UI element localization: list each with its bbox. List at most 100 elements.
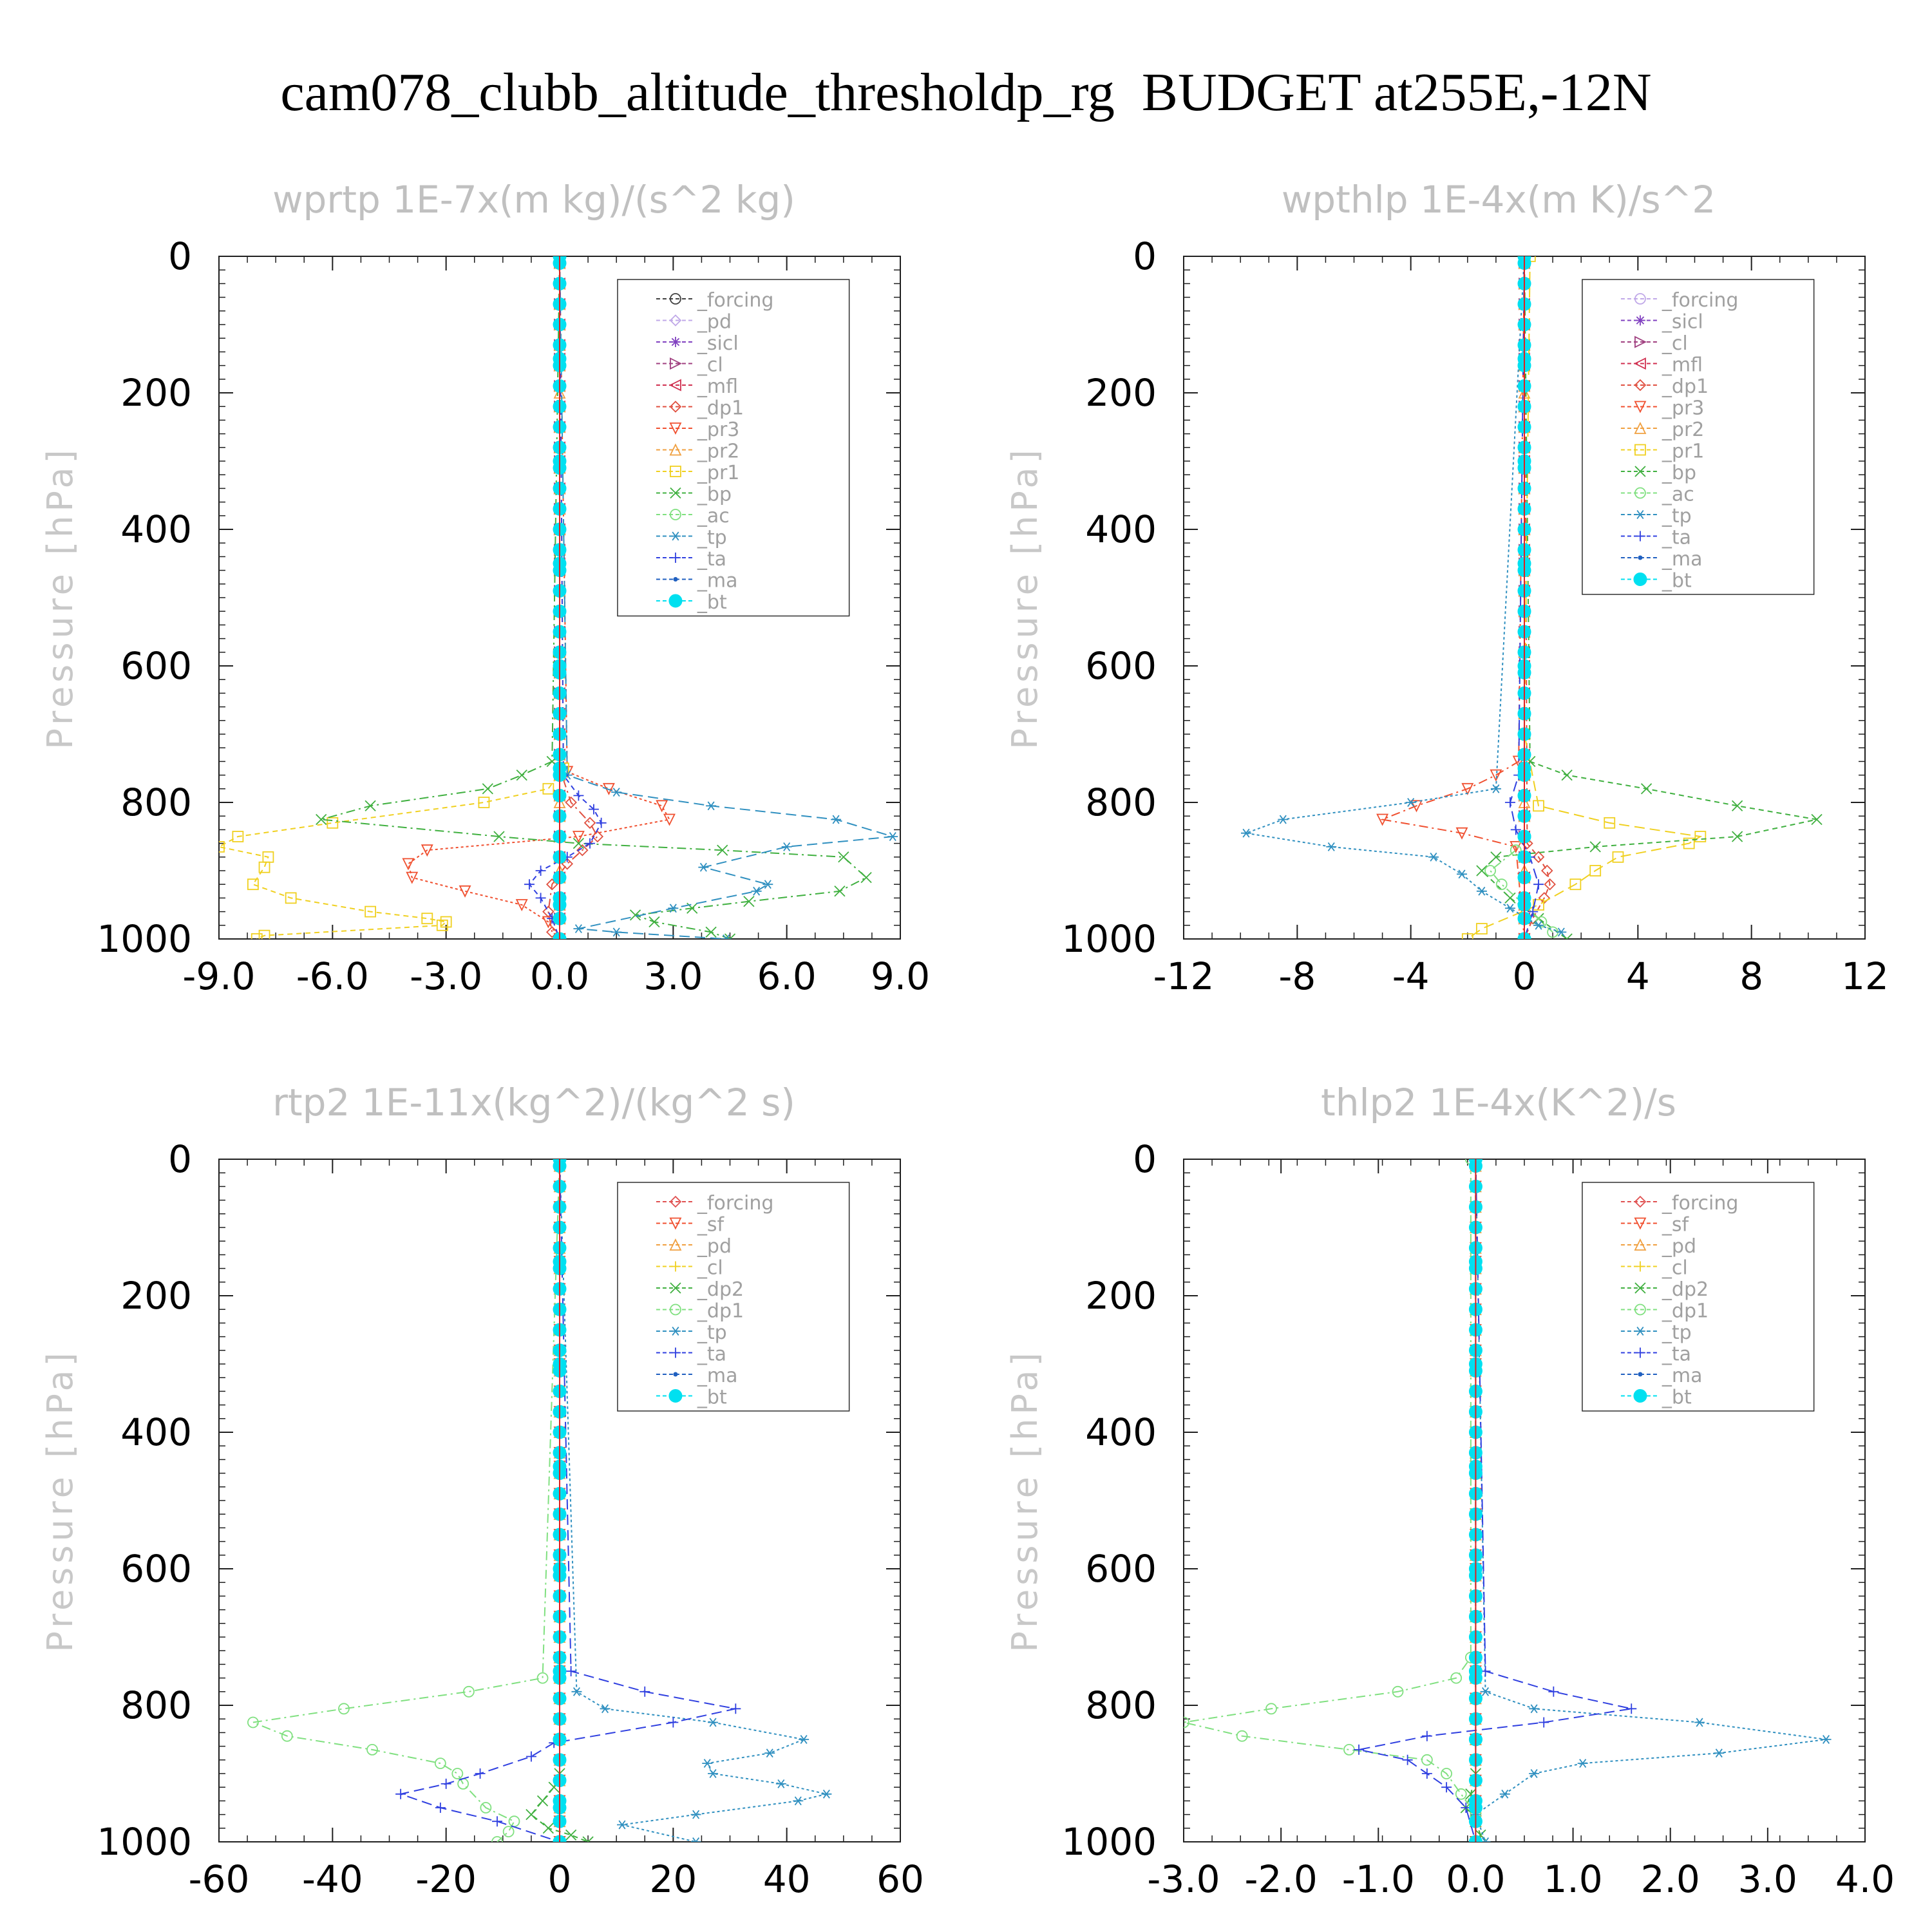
data-point-dp2 bbox=[582, 1836, 594, 1842]
data-point-tp bbox=[1480, 1687, 1491, 1696]
legend-marker bbox=[1634, 1238, 1647, 1251]
legend-marker bbox=[670, 553, 681, 563]
x-tick-label: 40 bbox=[763, 1857, 811, 1901]
y-tick-label: 1000 bbox=[97, 1820, 192, 1864]
series-group bbox=[219, 256, 898, 939]
data-point-ta bbox=[440, 1778, 451, 1789]
data-point-ta bbox=[1354, 1744, 1365, 1755]
data-point-pr3 bbox=[656, 800, 668, 813]
data-point-ac bbox=[1510, 844, 1522, 857]
legend-marker bbox=[1634, 401, 1647, 413]
data-point-ta bbox=[588, 804, 599, 815]
data-point-pr1 bbox=[1475, 923, 1488, 934]
legend-label: _bt bbox=[697, 591, 727, 614]
data-point-pr1 bbox=[232, 831, 244, 842]
legend-marker bbox=[670, 357, 682, 370]
legend-label: _tp bbox=[697, 527, 727, 549]
data-point-tp bbox=[1326, 842, 1337, 851]
legend-label: _pd bbox=[1662, 1235, 1696, 1258]
data-point-pr1 bbox=[251, 933, 263, 939]
legend-box bbox=[617, 279, 850, 617]
legend-marker bbox=[669, 1238, 682, 1251]
data-point-pr1 bbox=[1461, 933, 1473, 939]
data-point-dp1 bbox=[451, 1768, 464, 1779]
legend-marker bbox=[1634, 1282, 1646, 1294]
legend-marker bbox=[1634, 293, 1646, 305]
data-point-pr1 bbox=[1604, 817, 1616, 829]
data-point-bp bbox=[573, 837, 585, 849]
legend-label: _dp2 bbox=[1662, 1278, 1709, 1301]
legend-marker bbox=[1634, 466, 1646, 477]
data-point-dp1 bbox=[1450, 1672, 1463, 1684]
series-group bbox=[1184, 1159, 1832, 1842]
series-line-pr3 bbox=[1379, 256, 1525, 939]
data-point-dp1 bbox=[536, 1672, 549, 1684]
y-tick-label: 400 bbox=[120, 507, 192, 551]
legend-marker bbox=[1634, 1347, 1645, 1358]
data-point-ta bbox=[1548, 1686, 1559, 1697]
data-point-pr3 bbox=[663, 813, 676, 826]
y-axis-label: Pressure [hPa] bbox=[40, 1349, 80, 1652]
legend-marker bbox=[668, 379, 681, 392]
data-point-bp bbox=[834, 886, 846, 897]
data-point-pr1 bbox=[1589, 865, 1602, 876]
data-point-bp bbox=[1731, 800, 1743, 811]
legend-label: _forcing bbox=[1662, 289, 1738, 312]
data-point-tp bbox=[1821, 1735, 1832, 1744]
data-point-dp1 bbox=[508, 1815, 520, 1828]
x-tick-label: -2.0 bbox=[1245, 1857, 1318, 1901]
data-point-pr3 bbox=[1490, 769, 1502, 782]
legend-label: _ma bbox=[1662, 1365, 1703, 1387]
legend-marker bbox=[673, 577, 678, 582]
data-point-tp bbox=[831, 815, 842, 824]
data-point-tp bbox=[1533, 920, 1544, 930]
data-point-dp1 bbox=[576, 844, 589, 857]
data-point-bp bbox=[493, 831, 505, 842]
data-point-bp bbox=[1731, 831, 1743, 842]
y-tick-label: 600 bbox=[1085, 644, 1157, 688]
legend-label: _ma bbox=[697, 1365, 738, 1387]
legend-label: _bt bbox=[697, 1387, 727, 1409]
data-point-pr1 bbox=[258, 929, 270, 939]
data-point-tp bbox=[821, 1789, 832, 1799]
data-point-tp bbox=[611, 927, 622, 937]
data-point-tp bbox=[600, 1704, 611, 1714]
data-point-tp bbox=[721, 934, 732, 939]
legend-label: _ma bbox=[1662, 548, 1703, 571]
data-point-tp bbox=[751, 886, 762, 896]
data-point-tp bbox=[1490, 784, 1501, 793]
chart-panel-4: thlp2 1E-4x(K^2)/s Pressure [hPa] -3.0 -2.0… bbox=[1005, 1081, 1895, 1901]
legend-label: _tp bbox=[1662, 1321, 1692, 1344]
legend-label: _sicl bbox=[697, 332, 739, 355]
data-point-tp bbox=[571, 1687, 582, 1696]
legend-label: _ta bbox=[1662, 527, 1691, 549]
data-point-dp2 bbox=[565, 1829, 577, 1841]
legend-marker bbox=[670, 1327, 681, 1336]
data-point-dp2 bbox=[542, 1823, 554, 1834]
chart-panel-1: wprtp 1E-7x(m kg)/(s^2 kg) Pressure [hPa]… bbox=[40, 178, 930, 998]
data-point-tp bbox=[1405, 798, 1416, 807]
data-point-pr1 bbox=[1533, 899, 1544, 911]
legend-label: _bp bbox=[1662, 462, 1696, 484]
data-point-pr1 bbox=[1533, 800, 1544, 812]
data-point-ac bbox=[1484, 865, 1497, 876]
y-axis-label: Pressure [hPa] bbox=[40, 446, 80, 749]
y-tick-label: 0 bbox=[1133, 1137, 1157, 1181]
legend-label: _cl bbox=[1662, 1257, 1688, 1280]
data-point-bp bbox=[1589, 841, 1601, 853]
legend-marker bbox=[1634, 315, 1645, 326]
data-point-tp bbox=[1499, 1789, 1510, 1799]
legend-label: _ta bbox=[697, 548, 726, 571]
legend-marker bbox=[669, 314, 682, 327]
y-tick-label: 400 bbox=[1085, 507, 1157, 551]
y-axis-label: Pressure [hPa] bbox=[1005, 1349, 1045, 1652]
legend-label: _forcing bbox=[1662, 1192, 1738, 1215]
data-point-tp bbox=[708, 1718, 719, 1727]
legend-marker bbox=[670, 1303, 681, 1316]
series-line-ta bbox=[1358, 1159, 1632, 1842]
data-point-bp bbox=[1640, 783, 1653, 795]
legend-marker bbox=[1634, 444, 1646, 456]
x-tick-label: 0 bbox=[548, 1857, 572, 1901]
series-line-ta bbox=[1509, 256, 1540, 939]
x-tick-label: 4.0 bbox=[1835, 1857, 1895, 1901]
